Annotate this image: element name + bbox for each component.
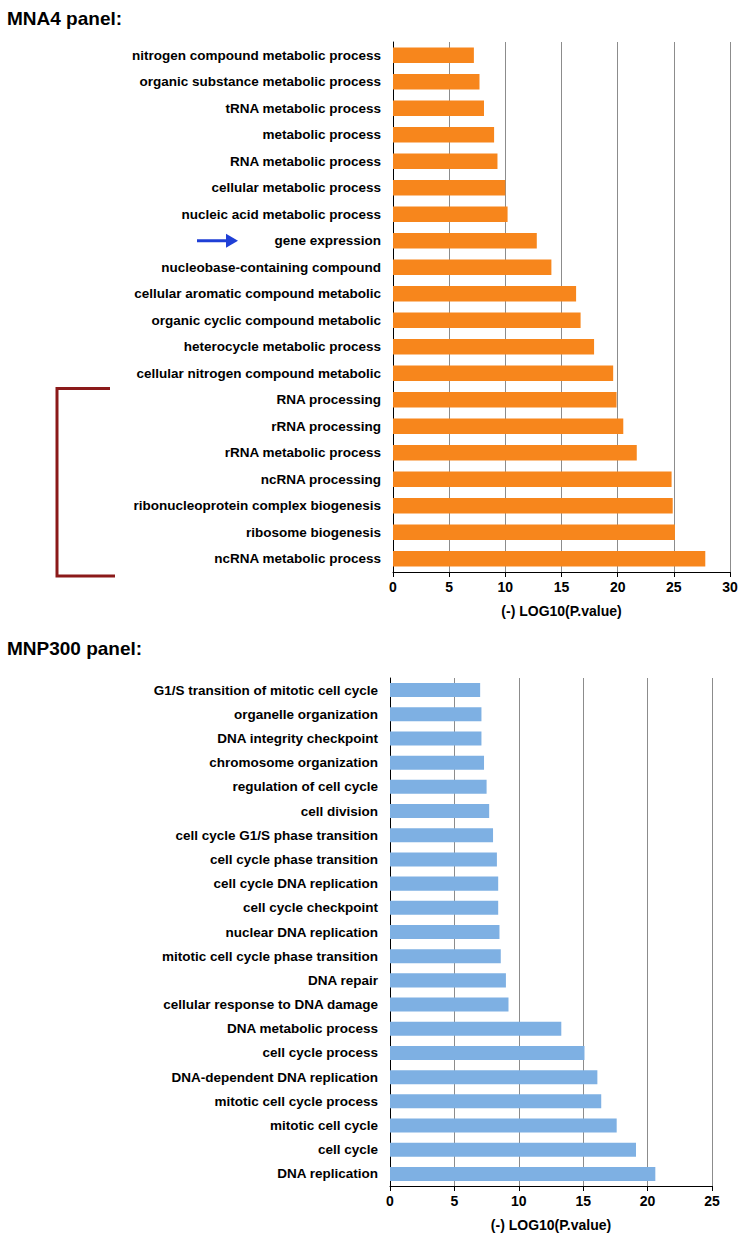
svg-text:RNA processing: RNA processing bbox=[276, 392, 381, 407]
svg-text:nucleic acid metabolic process: nucleic acid metabolic process bbox=[181, 207, 381, 222]
svg-text:organelle organization: organelle organization bbox=[234, 707, 378, 722]
svg-text:(-) LOG10(P.value): (-) LOG10(P.value) bbox=[491, 1217, 611, 1233]
svg-text:cellular aromatic compound met: cellular aromatic compound metabolic bbox=[134, 286, 381, 301]
svg-text:G1/S transition of mitotic cel: G1/S transition of mitotic cell cycle bbox=[154, 683, 379, 698]
svg-text:5: 5 bbox=[451, 1193, 459, 1209]
svg-text:cell cycle G1/S phase transiti: cell cycle G1/S phase transition bbox=[175, 828, 378, 843]
svg-text:25: 25 bbox=[666, 579, 682, 595]
svg-text:nucleobase-containing compound: nucleobase-containing compound bbox=[161, 260, 381, 275]
svg-text:metabolic process: metabolic process bbox=[262, 127, 381, 142]
svg-text:DNA replication: DNA replication bbox=[277, 1166, 378, 1181]
svg-text:rRNA processing: rRNA processing bbox=[271, 419, 381, 434]
svg-text:RNA metabolic process: RNA metabolic process bbox=[230, 154, 381, 169]
svg-text:heterocycle metabolic process: heterocycle metabolic process bbox=[184, 339, 381, 354]
svg-text:nitrogen compound metabolic pr: nitrogen compound metabolic process bbox=[132, 48, 381, 63]
svg-text:cellular metabolic process: cellular metabolic process bbox=[211, 180, 381, 195]
svg-text:20: 20 bbox=[640, 1193, 656, 1209]
svg-text:10: 10 bbox=[498, 579, 514, 595]
svg-text:gene expression: gene expression bbox=[274, 233, 381, 248]
svg-text:DNA repair: DNA repair bbox=[308, 973, 379, 988]
svg-text:organic cyclic compound metabo: organic cyclic compound metabolic bbox=[151, 313, 381, 328]
svg-text:cellular nitrogen compound met: cellular nitrogen compound metabolic bbox=[136, 366, 381, 381]
svg-text:cellular response to DNA damag: cellular response to DNA damage bbox=[163, 997, 378, 1012]
svg-text:MNA4 panel:: MNA4 panel: bbox=[7, 8, 122, 29]
svg-text:regulation of cell cycle: regulation of cell cycle bbox=[232, 779, 378, 794]
svg-text:MNP300 panel:: MNP300 panel: bbox=[7, 638, 142, 659]
svg-text:10: 10 bbox=[511, 1193, 527, 1209]
svg-text:15: 15 bbox=[575, 1193, 591, 1209]
svg-text:ribosome biogenesis: ribosome biogenesis bbox=[246, 525, 381, 540]
svg-text:mitotic cell cycle process: mitotic cell cycle process bbox=[214, 1094, 378, 1109]
svg-text:organic substance metabolic pr: organic substance metabolic process bbox=[139, 74, 381, 89]
svg-text:DNA metabolic process: DNA metabolic process bbox=[227, 1021, 378, 1036]
svg-text:rRNA metabolic process: rRNA metabolic process bbox=[225, 445, 381, 460]
svg-text:ncRNA processing: ncRNA processing bbox=[261, 472, 381, 487]
svg-text:5: 5 bbox=[445, 579, 453, 595]
svg-text:mitotic cell cycle: mitotic cell cycle bbox=[270, 1118, 379, 1133]
svg-text:chromosome organization: chromosome organization bbox=[209, 755, 378, 770]
svg-text:0: 0 bbox=[389, 579, 397, 595]
svg-text:0: 0 bbox=[386, 1193, 394, 1209]
svg-text:cell cycle phase transition: cell cycle phase transition bbox=[210, 852, 378, 867]
svg-text:mitotic cell cycle phase trans: mitotic cell cycle phase transition bbox=[162, 949, 378, 964]
svg-text:DNA integrity checkpoint: DNA integrity checkpoint bbox=[217, 731, 378, 746]
svg-text:20: 20 bbox=[610, 579, 626, 595]
svg-text:ribonucleoprotein complex biog: ribonucleoprotein complex biogenesis bbox=[133, 498, 381, 513]
svg-text:cell division: cell division bbox=[301, 804, 378, 819]
svg-text:ncRNA metabolic process: ncRNA metabolic process bbox=[214, 551, 381, 566]
svg-text:nuclear DNA replication: nuclear DNA replication bbox=[225, 925, 378, 940]
svg-text:DNA-dependent DNA replication: DNA-dependent DNA replication bbox=[171, 1070, 378, 1085]
svg-text:cell cycle DNA replication: cell cycle DNA replication bbox=[213, 876, 378, 891]
svg-text:15: 15 bbox=[554, 579, 570, 595]
svg-text:tRNA metabolic process: tRNA metabolic process bbox=[225, 101, 381, 116]
svg-text:cell cycle checkpoint: cell cycle checkpoint bbox=[243, 900, 379, 915]
svg-text:cell cycle: cell cycle bbox=[318, 1142, 379, 1157]
svg-text:cell cycle process: cell cycle process bbox=[262, 1045, 378, 1060]
svg-text:25: 25 bbox=[704, 1193, 720, 1209]
svg-text:30: 30 bbox=[722, 579, 738, 595]
svg-text:(-) LOG10(P.value): (-) LOG10(P.value) bbox=[501, 603, 621, 619]
